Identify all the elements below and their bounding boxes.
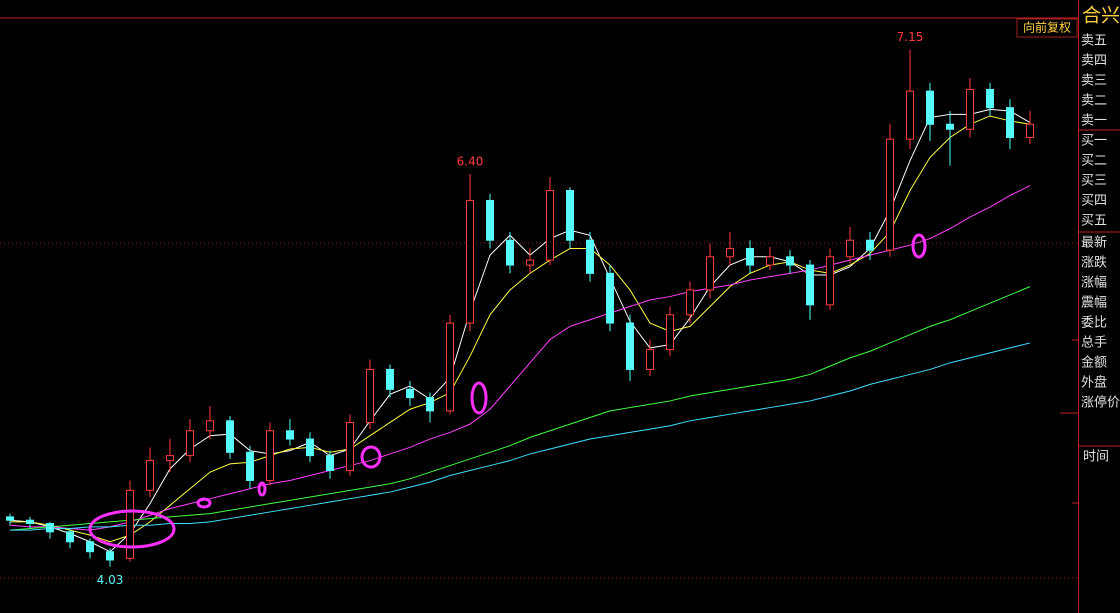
candle-body bbox=[466, 199, 474, 324]
side-panel: 合兴 时间 卖五卖四卖三卖二卖一买一买二买三买四买五最新涨跌涨幅震幅委比总手金额… bbox=[1078, 5, 1120, 465]
price-annotation: 4.03 bbox=[97, 573, 124, 587]
quote-label: 震幅 bbox=[1081, 296, 1107, 311]
quote-label: 最新 bbox=[1081, 235, 1107, 251]
candle-body bbox=[186, 430, 194, 457]
candle-body bbox=[226, 420, 234, 453]
candle-body bbox=[346, 421, 354, 472]
quote-label: 卖四 bbox=[1081, 54, 1107, 69]
quote-label: 买一 bbox=[1081, 134, 1107, 149]
candle-body bbox=[746, 248, 754, 266]
quote-label: 卖一 bbox=[1081, 114, 1107, 129]
candle-body bbox=[126, 489, 134, 559]
candle-body bbox=[546, 190, 554, 261]
plot: 7.15 6.40 4.03 bbox=[6, 30, 1034, 587]
quote-label: 卖三 bbox=[1081, 74, 1107, 89]
quote-label: 外盘 bbox=[1081, 375, 1107, 391]
candle-body bbox=[966, 88, 974, 130]
highlight bbox=[88, 509, 176, 549]
highlight bbox=[470, 381, 488, 415]
candle-body bbox=[386, 368, 394, 390]
quote-label: 涨幅 bbox=[1081, 276, 1107, 291]
candle-body bbox=[6, 516, 14, 521]
quote-label: 买五 bbox=[1081, 214, 1107, 229]
candle-body bbox=[686, 289, 694, 316]
candle-body bbox=[86, 541, 94, 553]
candle-body bbox=[906, 90, 914, 140]
quote-label: 卖五 bbox=[1081, 34, 1107, 49]
badge: 向前复权 bbox=[1023, 20, 1071, 35]
candle-body bbox=[206, 420, 214, 432]
ma-line bbox=[9, 286, 1031, 531]
candle-body bbox=[326, 455, 334, 472]
quote-label: 买四 bbox=[1081, 194, 1107, 209]
ma-line bbox=[9, 185, 1031, 531]
candle-body bbox=[626, 322, 634, 370]
candle-body bbox=[166, 455, 174, 462]
candle-body bbox=[946, 123, 954, 130]
candle-body bbox=[66, 531, 74, 543]
candle-body bbox=[146, 460, 154, 491]
badge-box bbox=[1016, 18, 1078, 38]
candle-body bbox=[886, 138, 894, 251]
time-label: 时间 bbox=[1083, 450, 1109, 465]
candle-body bbox=[806, 264, 814, 306]
stock-name: 合兴 bbox=[1082, 5, 1120, 27]
candle-body bbox=[866, 239, 874, 251]
candle-body bbox=[506, 239, 514, 266]
candle-body bbox=[1026, 123, 1034, 139]
price-annotation: 7.15 bbox=[897, 30, 924, 44]
candle-body bbox=[846, 239, 854, 258]
quote-label: 卖二 bbox=[1081, 94, 1107, 109]
candle-body bbox=[646, 349, 654, 370]
candle-body bbox=[926, 90, 934, 125]
highlight bbox=[257, 481, 267, 497]
candle-body bbox=[286, 430, 294, 440]
candle-body bbox=[1006, 107, 1014, 139]
candle-body bbox=[446, 322, 454, 412]
ma-line bbox=[10, 342, 1031, 531]
candle-body bbox=[106, 551, 114, 561]
quote-label: 委比 bbox=[1081, 316, 1107, 331]
candle-body bbox=[486, 199, 494, 241]
price-annotation: 6.40 bbox=[457, 154, 484, 168]
candle-body bbox=[426, 397, 434, 412]
highlights bbox=[88, 233, 927, 549]
candle-body bbox=[266, 430, 274, 481]
highlight bbox=[196, 497, 212, 509]
candle-body bbox=[666, 314, 674, 351]
highlight bbox=[911, 233, 927, 259]
candle-body bbox=[766, 256, 774, 266]
candle-body bbox=[306, 438, 314, 457]
quote-label: 涨停价 bbox=[1081, 395, 1120, 411]
candle-body bbox=[246, 451, 254, 481]
candle-body bbox=[586, 239, 594, 274]
candle-body bbox=[786, 256, 794, 266]
candle-body bbox=[726, 248, 734, 258]
candle-body bbox=[366, 368, 374, 423]
quote-label: 买三 bbox=[1081, 174, 1107, 189]
candle-body bbox=[46, 523, 54, 533]
ma-line bbox=[9, 108, 1031, 553]
candle-body bbox=[606, 272, 614, 324]
highlight bbox=[360, 445, 382, 469]
candle-body bbox=[706, 256, 714, 291]
candle-body bbox=[406, 388, 414, 399]
quote-label: 买二 bbox=[1081, 154, 1107, 169]
candle-body bbox=[526, 259, 534, 266]
candle-body bbox=[986, 88, 994, 109]
candle-body bbox=[566, 190, 574, 241]
quote-label: 涨跌 bbox=[1081, 255, 1107, 271]
candle-body bbox=[826, 256, 834, 306]
candle-body bbox=[26, 519, 34, 525]
quote-label: 金额 bbox=[1081, 355, 1107, 371]
ma-line bbox=[10, 115, 1031, 543]
quote-label: 总手 bbox=[1081, 336, 1107, 351]
